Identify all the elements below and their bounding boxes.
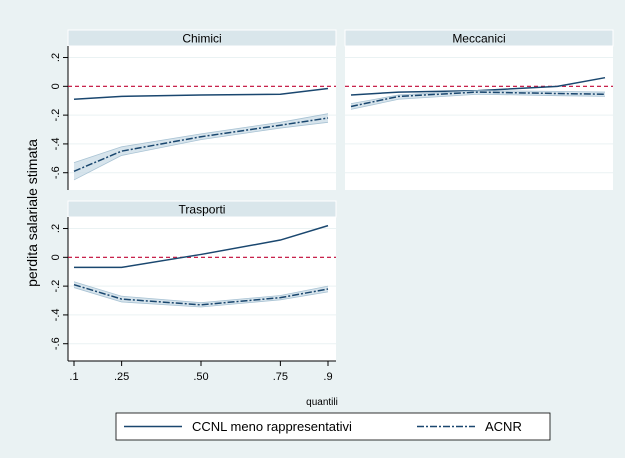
y-tick-label: 0 bbox=[50, 254, 62, 260]
x-tick-label: .50 bbox=[193, 371, 208, 383]
y-tick-label: .2 bbox=[50, 53, 62, 62]
panel-title: Trasporti bbox=[179, 203, 226, 217]
x-axis-group: .1 .25 .50 .75 .9 bbox=[68, 360, 336, 383]
x-axis-title: quantili bbox=[306, 397, 338, 408]
y-tick-label: -.4 bbox=[50, 137, 62, 150]
x-tick-label: .1 bbox=[69, 371, 78, 383]
confidence-upper bbox=[73, 281, 329, 304]
legend-label-acnr: ACNR bbox=[485, 419, 522, 434]
y-tick-label: -.2 bbox=[50, 109, 62, 122]
series-line-acnr bbox=[73, 283, 329, 306]
panel-trasporti: Trasporti .2 0 -.2 -.4 -.6 bbox=[50, 200, 337, 361]
x-tick-label: .75 bbox=[273, 371, 288, 383]
x-tick-label: .9 bbox=[323, 371, 332, 383]
confidence-lower bbox=[350, 93, 606, 110]
plot-area bbox=[345, 46, 613, 190]
confidence-upper bbox=[350, 90, 606, 104]
series-line-ccnl bbox=[74, 224, 329, 269]
confidence-lower bbox=[73, 121, 329, 181]
confidence-upper bbox=[73, 113, 329, 164]
panel-meccanici: Meccanici bbox=[344, 29, 614, 190]
series-line-ccnl bbox=[73, 87, 329, 101]
confidence-lower bbox=[73, 287, 329, 308]
y-tick-label: -.4 bbox=[50, 308, 62, 321]
x-tick-label: .25 bbox=[114, 371, 129, 383]
panels: Chimici .2 0 -.2 -.4 -.6 Meccanici Trasporti .2 0… bbox=[50, 29, 614, 361]
panel-title: Chimici bbox=[182, 32, 221, 46]
legend-box bbox=[115, 412, 551, 441]
plot-area bbox=[68, 217, 336, 361]
y-tick-label: -.6 bbox=[50, 337, 62, 350]
y-tick-label: -.2 bbox=[50, 280, 62, 293]
series-line-acnr bbox=[73, 117, 329, 172]
series-line-acnr bbox=[350, 91, 606, 108]
legend-label-ccnl: CCNL meno rappresentativi bbox=[192, 419, 352, 434]
legend: CCNL meno rappresentativi ACNR bbox=[115, 412, 551, 441]
panel-chimici: Chimici .2 0 -.2 -.4 -.6 bbox=[50, 29, 337, 190]
plot-area bbox=[68, 46, 336, 190]
y-axis-title-group: perdita salariale stimata bbox=[24, 139, 40, 287]
y-axis-title: perdita salariale stimata bbox=[24, 139, 40, 287]
panel-title: Meccanici bbox=[452, 32, 505, 46]
y-tick-label: 0 bbox=[50, 83, 62, 89]
y-tick-label: .2 bbox=[50, 224, 62, 233]
y-tick-label: -.6 bbox=[50, 166, 62, 179]
